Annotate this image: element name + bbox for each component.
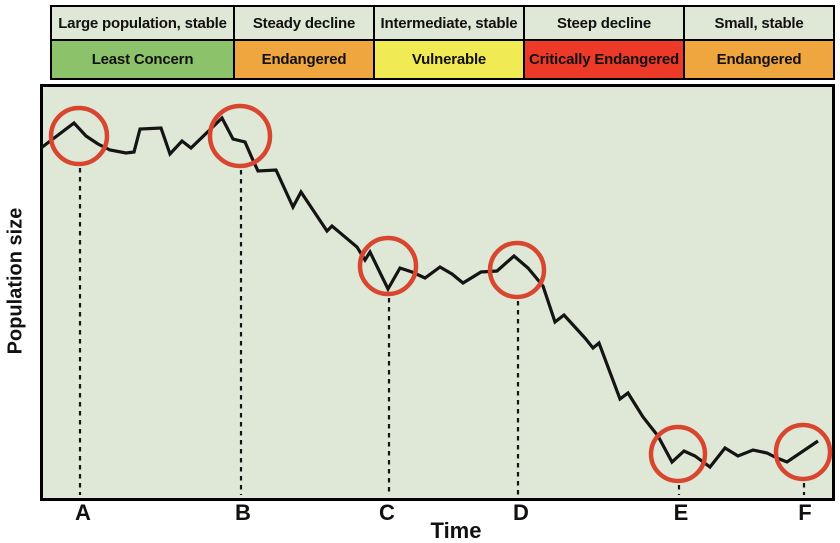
highlight-circle-C	[357, 235, 419, 297]
status-badge-least-concern: Least Concern	[50, 39, 235, 80]
population-trend-line	[40, 115, 819, 470]
x-axis-tick-labels: A B C D E F	[75, 500, 812, 525]
phase-trend-cell-5: Small, stable	[683, 5, 835, 41]
highlight-circle-D	[487, 240, 547, 300]
highlight-circle-A	[48, 105, 110, 167]
x-tick-label-C: C	[379, 500, 395, 525]
dashed-reference-lines	[78, 168, 806, 495]
highlight-circle-B	[207, 103, 273, 169]
highlight-circle-F	[773, 422, 833, 482]
status-badge-endangered-1: Endangered	[233, 39, 375, 80]
x-tick-label-F: F	[798, 500, 811, 525]
x-tick-label-D: D	[513, 500, 529, 525]
phase-trend-cell-3: Intermediate, stable	[373, 5, 525, 41]
phase-trend-cell-1: Large population, stable	[50, 5, 235, 41]
plot-area-background	[40, 84, 835, 501]
status-badge-vulnerable: Vulnerable	[373, 39, 525, 80]
y-axis-label: Population size	[4, 207, 27, 355]
x-tick-label-B: B	[235, 500, 251, 525]
x-tick-label-A: A	[75, 500, 91, 525]
status-badge-endangered-2: Endangered	[683, 39, 835, 80]
phase-trend-cell-4: Steep decline	[523, 5, 685, 41]
phase-trend-cell-2: Steady decline	[233, 5, 375, 41]
status-badge-critically-endangered: Critically Endangered	[523, 39, 685, 80]
highlight-circles	[48, 103, 833, 484]
x-axis-label: Time	[430, 518, 482, 543]
highlight-circle-E	[648, 424, 708, 484]
x-tick-label-E: E	[674, 500, 689, 525]
